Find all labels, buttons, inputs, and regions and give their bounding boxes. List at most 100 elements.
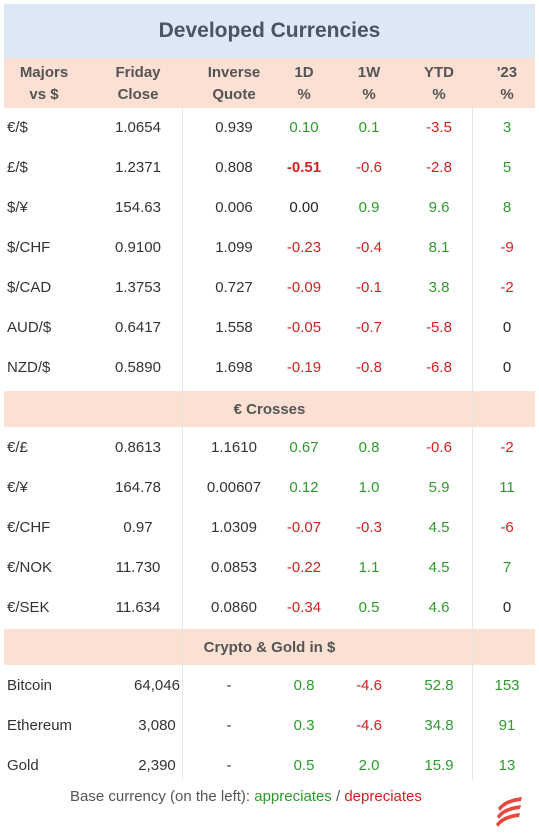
pair-label: €/NOK: [7, 559, 53, 576]
pair-label: AUD/$: [7, 319, 52, 336]
legend-prefix: Base currency (on the left):: [70, 788, 255, 805]
table-cell: 11.730: [115, 559, 161, 576]
table-row: €/CHF 0.97 1.0309 -0.07 -0.3 4.5 -6: [4, 508, 535, 548]
table-row: €/SEK 11.634 0.0860 -0.34 0.5 4.6 0: [4, 588, 535, 628]
table-cell: 0.9: [358, 199, 380, 216]
column-divider: [182, 108, 183, 780]
table-cell: 0.6417: [115, 319, 161, 336]
table-cell: 0.8613: [115, 439, 161, 456]
table-cell: 1.0654: [115, 119, 161, 136]
table-cell: 0: [502, 359, 512, 376]
table-cell: -0.23: [286, 239, 322, 256]
pair-label: $/CAD: [7, 279, 52, 296]
column-header-line: %: [362, 86, 376, 103]
table-cell: 154.63: [115, 199, 161, 216]
table-cell: 0.0860: [211, 599, 257, 616]
table-cell: -0.51: [286, 159, 322, 176]
table-cell: 1.0: [358, 479, 380, 496]
table-row: Bitcoin 64,046 - 0.8 -4.6 52.8 153: [4, 666, 535, 706]
table-cell: 0.8: [358, 439, 380, 456]
table-cell: 0.939: [215, 119, 253, 136]
table-cell: -0.8: [356, 359, 382, 376]
pair-label: €/£: [7, 439, 28, 456]
table-title-bar: Developed Currencies: [4, 4, 535, 58]
pair-label: €/¥: [7, 479, 28, 496]
table-cell: 0.9100: [115, 239, 161, 256]
table-cell: 0.8: [293, 677, 315, 694]
column-header-line: Inverse: [207, 64, 261, 81]
table-row: NZD/$ 0.5890 1.698 -0.19 -0.8 -6.8 0: [4, 348, 535, 388]
table-cell: 0.67: [289, 439, 319, 456]
table-cell: -0.4: [356, 239, 382, 256]
table-cell: 0.00607: [206, 479, 262, 496]
table-cell: 5: [502, 159, 512, 176]
table-cell: -0.19: [286, 359, 322, 376]
table-cell: 2.0: [358, 757, 380, 774]
pair-label: £/$: [7, 159, 28, 176]
section-header: Crypto & Gold in $: [4, 629, 535, 665]
table-cell: 11: [499, 479, 515, 496]
pair-label: Ethereum: [7, 717, 73, 734]
table-cell: 1.1: [358, 559, 380, 576]
table-cell: -: [226, 717, 232, 734]
table-cell: -3.5: [426, 119, 452, 136]
column-header-line: Majors: [19, 64, 69, 81]
table-cell: 9.6: [428, 199, 450, 216]
column-header-line: Friday: [115, 64, 161, 81]
table-cell: -: [226, 757, 232, 774]
flame-stripes-logo-icon: [496, 797, 522, 827]
column-header: 1W%: [329, 62, 409, 106]
table-cell: -0.1: [356, 279, 382, 296]
table-cell: 1.0309: [211, 519, 257, 536]
table-cell: 7: [502, 559, 512, 576]
table-cell: 0.5890: [115, 359, 161, 376]
table-row: $/¥ 154.63 0.006 0.00 0.9 9.6 8: [4, 188, 535, 228]
table-row: Gold 2,390 - 0.5 2.0 15.9 13: [4, 746, 535, 786]
table-cell: 8: [502, 199, 512, 216]
column-header: Inverse Quote: [184, 62, 284, 106]
table-cell: 0.006: [215, 199, 253, 216]
legend-appreciates: appreciates: [254, 788, 332, 805]
pair-label: NZD/$: [7, 359, 51, 376]
table-cell: 0.808: [215, 159, 253, 176]
column-header: YTD%: [404, 62, 474, 106]
table-cell: 3.8: [428, 279, 450, 296]
column-header-line: Close: [117, 86, 159, 103]
table-cell: 1.698: [215, 359, 253, 376]
pair-label: €/SEK: [7, 599, 50, 616]
table-cell: 1.558: [215, 319, 253, 336]
table-cell: 0.10: [289, 119, 319, 136]
table-cell: 153: [494, 677, 520, 694]
table-cell: 1.2371: [115, 159, 161, 176]
table-cell: 8.1: [428, 239, 450, 256]
pair-label: $/¥: [7, 199, 28, 216]
table-cell: -2.8: [426, 159, 452, 176]
table-cell: 0.5: [293, 757, 315, 774]
table-cell: -0.09: [286, 279, 322, 296]
table-cell: 0.97: [123, 519, 153, 536]
table-cell: 3: [502, 119, 512, 136]
table-cell: 0.00: [289, 199, 319, 216]
table-cell: 34.8: [424, 717, 454, 734]
table-cell: 0.5: [358, 599, 380, 616]
table-cell: -5.8: [426, 319, 452, 336]
table-cell: 4.5: [428, 559, 450, 576]
table-cell: 15.9: [424, 757, 454, 774]
table-cell: 0.1: [358, 119, 380, 136]
table-cell: -0.22: [286, 559, 322, 576]
table-cell: 164.78: [115, 479, 161, 496]
column-header: Majors vs $: [4, 62, 84, 106]
table-cell: 0.727: [215, 279, 253, 296]
table-cell: 0: [502, 599, 512, 616]
table-cell: -0.3: [356, 519, 382, 536]
column-header-line: '23: [496, 64, 518, 81]
legend-depreciates: depreciates: [344, 788, 422, 805]
table-cell: -: [226, 677, 232, 694]
table-row: €/¥ 164.78 0.00607 0.12 1.0 5.9 11: [4, 468, 535, 508]
table-cell: 0.3: [293, 717, 315, 734]
table-cell: 52.8: [424, 677, 454, 694]
table-cell: 4.5: [428, 519, 450, 536]
column-header-line: 1D: [294, 64, 314, 81]
table-cell: 1.3753: [115, 279, 161, 296]
table-cell: -0.34: [286, 599, 322, 616]
